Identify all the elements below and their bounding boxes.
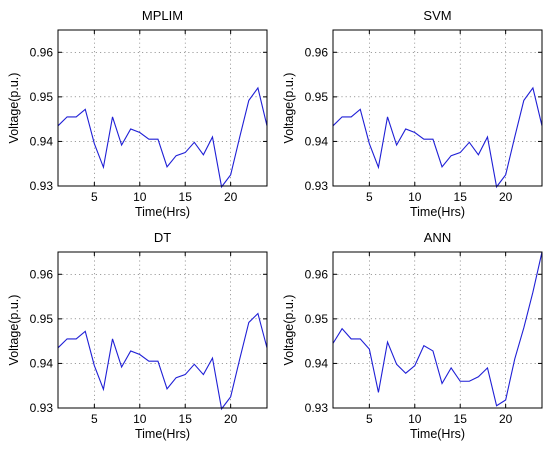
x-tick-label: 20: [224, 412, 238, 426]
x-tick-label: 5: [91, 412, 98, 426]
voltage-series-line: [57, 86, 268, 189]
y-axis-label: Voltage(p.u.): [282, 295, 296, 366]
x-axis-label: Time(Hrs): [135, 205, 190, 219]
x-tick-label: 15: [179, 190, 193, 204]
x-tick-label: 5: [366, 190, 373, 204]
y-tick-label: 0.94: [30, 134, 54, 148]
y-tick-label: 0.95: [305, 312, 329, 326]
y-tick-label: 0.94: [30, 356, 54, 370]
voltage-series-line: [332, 251, 543, 407]
x-tick-label: 15: [454, 412, 468, 426]
x-tick-label: 20: [499, 412, 513, 426]
y-axis-label: Voltage(p.u.): [7, 73, 21, 144]
y-axis-label: Voltage(p.u.): [282, 73, 296, 144]
plot-frame: [57, 29, 268, 187]
x-tick-label: 10: [408, 190, 422, 204]
x-tick-label: 20: [499, 190, 513, 204]
chart-panel-ann: 5 10 15 20 0.93 0.94 0.95 0.96 ANN Time(Hrs) Volta…: [282, 230, 543, 441]
x-axis-label: Time(Hrs): [135, 427, 190, 441]
x-tick-label: 5: [91, 190, 98, 204]
chart-panel-dt: 5 10 15 20 0.93 0.94 0.95 0.96 DT Time(Hrs) Voltag…: [7, 230, 268, 441]
plot-frame: [332, 29, 543, 187]
x-tick-label: 20: [224, 190, 238, 204]
plot-frame: [57, 251, 268, 409]
x-tick-label: 15: [179, 412, 193, 426]
chart-title: DT: [154, 230, 171, 245]
y-axis-label: Voltage(p.u.): [7, 295, 21, 366]
x-tick-label: 10: [133, 190, 147, 204]
y-tick-label: 0.96: [30, 267, 54, 281]
y-tick-label: 0.93: [305, 401, 329, 415]
y-tick-label: 0.95: [305, 90, 329, 104]
y-tick-label: 0.95: [30, 90, 54, 104]
chart-panel-svm: 5 10 15 20 0.93 0.94 0.95 0.96 SVM Time(Hrs) Volta…: [282, 8, 543, 219]
y-tick-label: 0.94: [305, 134, 329, 148]
x-tick-label: 5: [366, 412, 373, 426]
x-tick-label: 10: [133, 412, 147, 426]
chart-title: ANN: [424, 230, 451, 245]
y-tick-label: 0.93: [305, 179, 329, 193]
y-tick-label: 0.96: [305, 267, 329, 281]
chart-panel-mplim: 5 10 15 20 0.93 0.94 0.95 0.96 MPLIM Time(Hrs) Vol…: [7, 8, 268, 219]
y-tick-label: 0.96: [305, 45, 329, 59]
chart-title: MPLIM: [142, 8, 183, 23]
y-tick-label: 0.94: [305, 356, 329, 370]
x-axis-label: Time(Hrs): [410, 205, 465, 219]
y-tick-label: 0.95: [30, 312, 54, 326]
chart-title: SVM: [423, 8, 451, 23]
voltage-series-line: [57, 312, 268, 411]
y-tick-label: 0.96: [30, 45, 54, 59]
y-tick-label: 0.93: [30, 401, 54, 415]
x-axis-label: Time(Hrs): [410, 427, 465, 441]
plot-frame: [332, 251, 543, 409]
y-tick-label: 0.93: [30, 179, 54, 193]
x-tick-label: 10: [408, 412, 422, 426]
x-tick-label: 15: [454, 190, 468, 204]
voltage-series-line: [332, 86, 543, 189]
